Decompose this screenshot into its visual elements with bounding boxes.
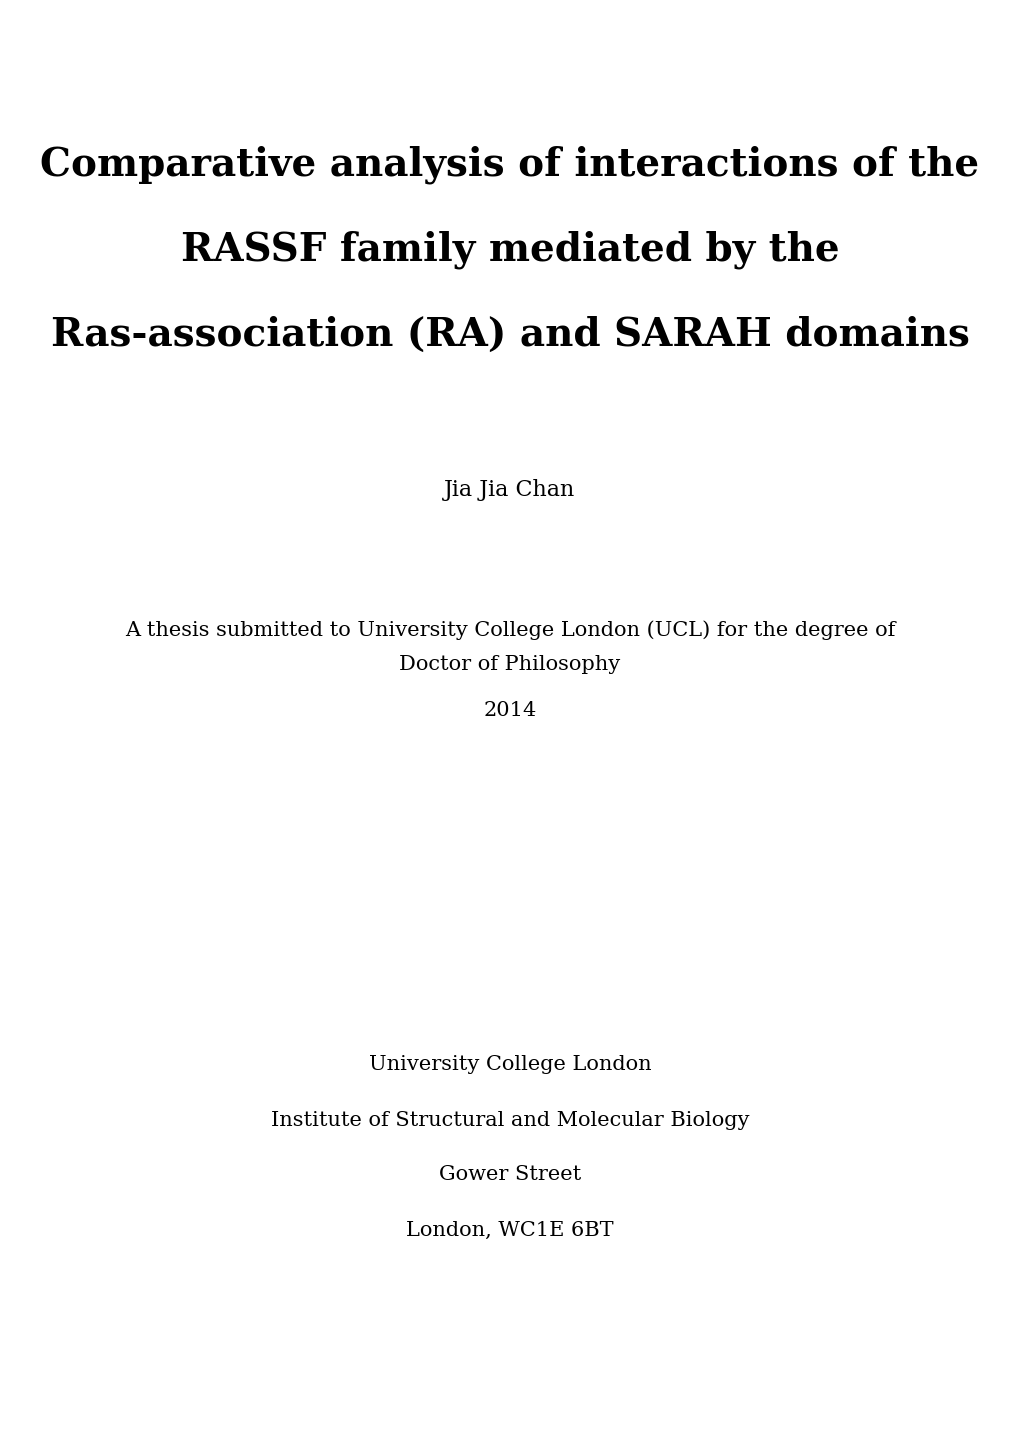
Text: Doctor of Philosophy: Doctor of Philosophy (399, 656, 620, 675)
Text: Jia Jia Chan: Jia Jia Chan (444, 479, 575, 500)
Text: A thesis submitted to University College London (UCL) for the degree of: A thesis submitted to University College… (124, 620, 895, 640)
Text: Comparative analysis of interactions of the: Comparative analysis of interactions of … (41, 146, 978, 185)
Text: Gower Street: Gower Street (438, 1165, 581, 1184)
Text: University College London: University College London (368, 1056, 651, 1074)
Text: London, WC1E 6BT: London, WC1E 6BT (406, 1220, 613, 1240)
Text: Institute of Structural and Molecular Biology: Institute of Structural and Molecular Bi… (270, 1110, 749, 1129)
Text: Ras-association (RA) and SARAH domains: Ras-association (RA) and SARAH domains (51, 316, 968, 353)
Text: RASSF family mediated by the: RASSF family mediated by the (180, 231, 839, 270)
Text: 2014: 2014 (483, 701, 536, 720)
